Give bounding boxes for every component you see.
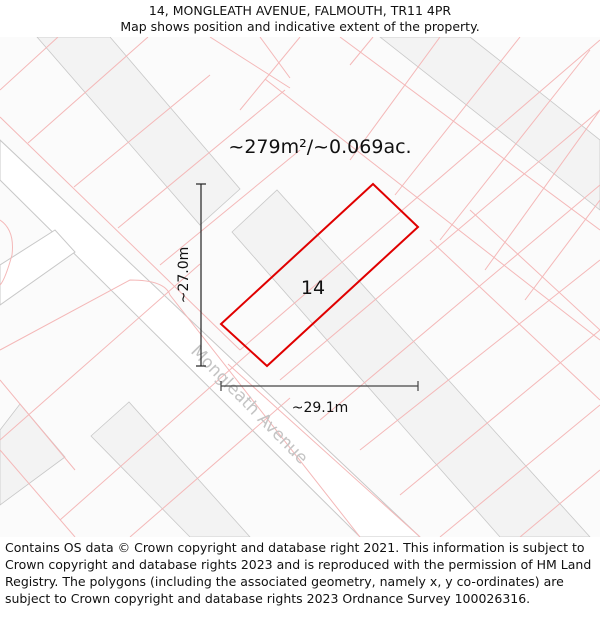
- property-map[interactable]: Mongleath Avenue ~279m²/~0.069ac. ~27.0m…: [0, 37, 600, 537]
- parcel-boundaries: [0, 37, 600, 537]
- road-mongleath-avenue: [0, 139, 421, 537]
- height-measure-label: ~27.0m: [176, 247, 192, 304]
- property-address-title: 14, MONGLEATH AVENUE, FALMOUTH, TR11 4PR: [148, 3, 452, 18]
- property-boundary[interactable]: [219, 182, 420, 368]
- width-measure-line: [220, 381, 419, 391]
- width-measure-label: ~29.1m: [292, 400, 349, 416]
- map-subtitle: Map shows position and indicative extent…: [120, 19, 480, 34]
- buildings: [0, 37, 600, 537]
- map-header: 14, MONGLEATH AVENUE, FALMOUTH, TR11 4PR…: [0, 0, 600, 37]
- area-label: ~279m²/~0.069ac.: [228, 136, 411, 158]
- height-measure-line: [196, 183, 206, 367]
- road-side-street: [0, 229, 76, 306]
- copyright-attribution: Contains OS data © Crown copyright and d…: [5, 540, 592, 606]
- plot-number-label: 14: [301, 277, 325, 299]
